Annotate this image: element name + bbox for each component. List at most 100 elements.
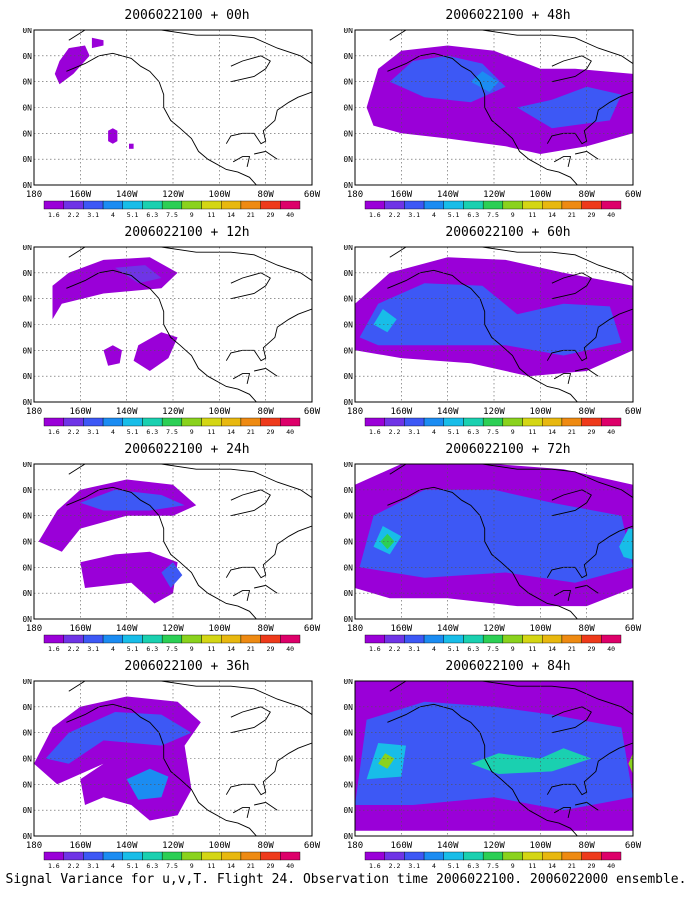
coastline (551, 489, 592, 517)
coastline (551, 706, 592, 734)
colorbar-label: 2.2 (389, 645, 401, 653)
lon-tick-label: 60W (304, 190, 321, 200)
colorbar-swatch (463, 417, 484, 427)
lat-tick-label: 30N (22, 780, 32, 789)
variance-contour (359, 283, 622, 356)
colorbar-swatch (522, 417, 543, 427)
colorbar-label: 5.1 (448, 428, 460, 436)
colorbar-label: 21 (247, 645, 255, 653)
coastline (553, 156, 572, 168)
variance-contour (129, 143, 134, 149)
colorbar-swatch (463, 200, 484, 210)
variance-contour (54, 45, 90, 85)
colorbar-label: 11 (207, 428, 215, 436)
lon-tick-label: 100W (208, 407, 230, 417)
lon-tick-label: 80W (258, 407, 275, 417)
colorbar-swatch (423, 200, 444, 210)
colorbar-swatch (201, 851, 222, 861)
colorbar-swatch (542, 200, 563, 210)
colorbar-label: 9 (511, 645, 515, 653)
map-36h: 70N 60N 50N 40N 30N 20N 10N180 160W 140W 120W 100W… (22, 679, 321, 870)
lat-tick-label: 30N (22, 563, 32, 572)
variance-contour (373, 309, 397, 333)
colorbar-swatch (384, 417, 405, 427)
colorbar-swatch (161, 851, 183, 861)
colorbar-label: 11 (207, 862, 215, 870)
colorbar-label: 3.1 (408, 862, 420, 870)
colorbar-label: 3.1 (87, 211, 99, 219)
colorbar-swatch (280, 634, 301, 644)
lat-tick-label: 60N (343, 486, 353, 495)
colorbar-label: 5.1 (448, 645, 460, 653)
colorbar-swatch (63, 200, 84, 210)
lon-tick-label: 80W (258, 624, 275, 634)
coastline (387, 269, 578, 402)
colorbar-swatch (122, 200, 143, 210)
lon-tick-label: 180 (347, 841, 363, 851)
colorbar-label: 1.6 (369, 211, 381, 219)
coastline (66, 269, 257, 402)
colorbar-swatch (404, 634, 425, 644)
coastline (551, 272, 592, 300)
colorbar-swatch (240, 200, 261, 210)
lat-tick-label: 40N (22, 538, 32, 547)
colorbar-label: 11 (528, 862, 536, 870)
colorbar-label: 6.3 (467, 645, 479, 653)
coastline (546, 742, 633, 796)
colorbar-swatch (502, 417, 523, 427)
lon-tick-label: 160W (390, 190, 412, 200)
map-24h: 70N 60N 50N 40N 30N 20N 10N180 160W 140W 120W 100W… (22, 462, 321, 653)
colorbar-swatch (561, 200, 582, 210)
lat-tick-label: 30N (343, 780, 353, 789)
colorbar-label: 1.6 (48, 428, 60, 436)
colorbar-swatch (43, 851, 64, 861)
variance-contour (80, 489, 185, 511)
colorbar-label: 9 (511, 211, 515, 219)
lon-tick-label: 180 (347, 190, 363, 200)
colorbar-label: 14 (548, 211, 556, 219)
lon-tick-label: 160W (69, 190, 91, 200)
colorbar-label: 14 (227, 428, 235, 436)
colorbar-label: 40 (607, 645, 615, 653)
coastline (553, 590, 572, 602)
lon-tick-label: 60W (304, 624, 321, 634)
lon-tick-label: 180 (347, 407, 363, 417)
colorbar-label: 3.1 (408, 645, 420, 653)
lon-tick-label: 60W (304, 407, 321, 417)
colorbar-label: 4 (432, 862, 436, 870)
lon-tick-label: 100W (208, 190, 230, 200)
lon-tick-label: 120W (483, 841, 505, 851)
colorbar-label: 6.3 (467, 862, 479, 870)
colorbar-swatch (221, 417, 242, 427)
panel-title: 2006022100 + 36h (124, 659, 250, 674)
lat-tick-label: 30N (22, 129, 32, 138)
lon-tick-label: 100W (208, 841, 230, 851)
panel-title: 2006022100 + 60h (445, 225, 571, 240)
coastline (230, 706, 271, 734)
lon-tick-label: 180 (26, 841, 42, 851)
colorbar-label: 29 (588, 862, 596, 870)
colorbar-label: 21 (568, 862, 576, 870)
panel-title: 2006022100 + 24h (124, 442, 250, 457)
colorbar-swatch (522, 634, 543, 644)
colorbar-swatch (463, 851, 484, 861)
colorbar-swatch (181, 200, 202, 210)
lon-tick-label: 160W (69, 841, 91, 851)
colorbar-swatch (102, 634, 123, 644)
colorbar-label: 21 (247, 428, 255, 436)
colorbar-swatch (181, 417, 202, 427)
colorbar-label: 2.2 (389, 211, 401, 219)
colorbar-label: 6.3 (146, 428, 158, 436)
colorbar-label: 14 (227, 211, 235, 219)
colorbar-label: 2.2 (389, 428, 401, 436)
coastline (553, 373, 572, 385)
lon-tick-label: 100W (208, 624, 230, 634)
colorbar-swatch (181, 851, 202, 861)
variance-contour (91, 37, 104, 49)
colorbar-label: 6.3 (146, 862, 158, 870)
colorbar-swatch (364, 851, 385, 861)
map-frame (354, 29, 634, 186)
colorbar-label: 40 (607, 862, 615, 870)
panel-title: 2006022100 + 84h (445, 659, 571, 674)
lon-tick-label: 140W (116, 624, 138, 634)
